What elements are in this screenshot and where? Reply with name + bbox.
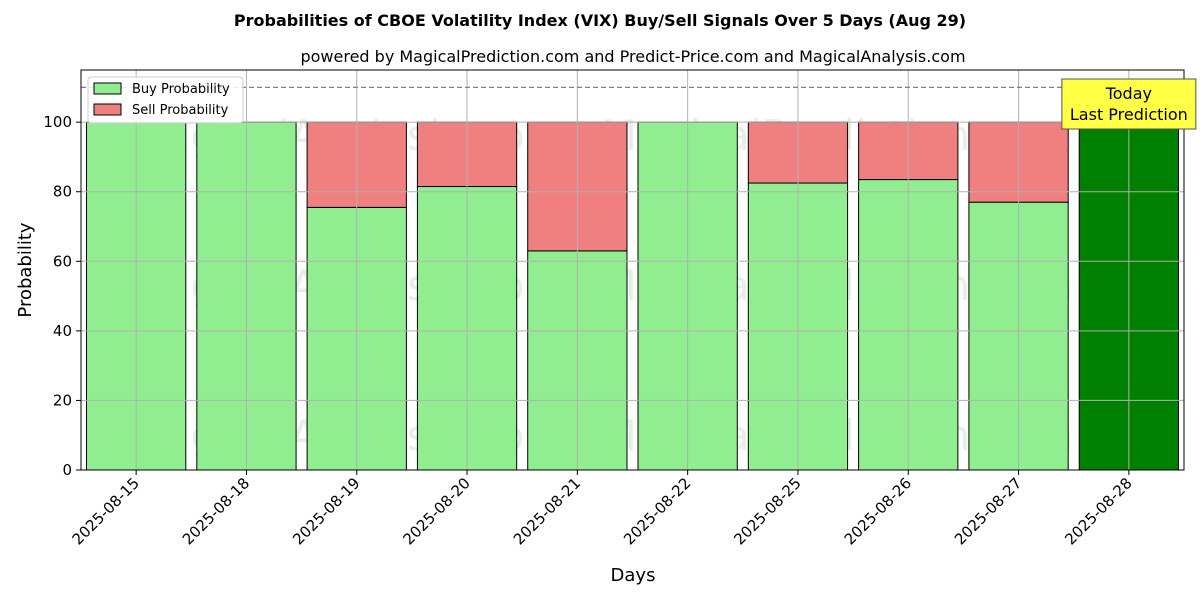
y-tick-label: 80 [53, 183, 72, 201]
x-tick-label: 2025-08-19 [289, 474, 363, 548]
y-tick-label: 0 [62, 461, 72, 479]
y-tick-label: 60 [53, 252, 72, 270]
x-tick-label: 2025-08-20 [399, 474, 473, 548]
chart-title: Probabilities of CBOE Volatility Index (… [234, 11, 966, 30]
legend: Buy Probability Sell Probability [87, 76, 244, 124]
legend-label-sell: Sell Probability [132, 103, 229, 118]
x-tick-label: 2025-08-27 [951, 474, 1025, 548]
legend-box [87, 76, 244, 124]
x-axis-label: Days [611, 565, 656, 586]
plot-frame [80, 69, 1185, 471]
x-tick-label: 2025-08-28 [1061, 474, 1135, 548]
x-tick-label: 2025-08-15 [69, 474, 143, 548]
plot-area: MagicalAnalysis.comMagicalPrediction.com… [43, 69, 1197, 548]
x-tick-label: 2025-08-26 [841, 474, 915, 548]
annotation-line1: Today [1105, 84, 1152, 103]
y-tick-label: 20 [53, 391, 72, 409]
y-tick-label: 40 [53, 322, 72, 340]
x-tick-label: 2025-08-21 [510, 474, 584, 548]
today-annotation: Today Last Prediction [1061, 78, 1197, 130]
legend-label-buy: Buy Probability [132, 82, 230, 97]
y-axis-label: Probability [15, 222, 36, 317]
legend-swatch-buy [93, 82, 122, 95]
annotation-line2: Last Prediction [1070, 105, 1188, 124]
y-tick-label: 100 [43, 113, 72, 131]
x-tick-label: 2025-08-22 [620, 474, 694, 548]
legend-swatch-sell [93, 103, 122, 116]
annotation-box [1061, 78, 1197, 130]
x-tick-label: 2025-08-25 [730, 474, 804, 548]
x-tick-label: 2025-08-18 [179, 474, 253, 548]
chart-subtitle: powered by MagicalPrediction.com and Pre… [300, 47, 965, 66]
